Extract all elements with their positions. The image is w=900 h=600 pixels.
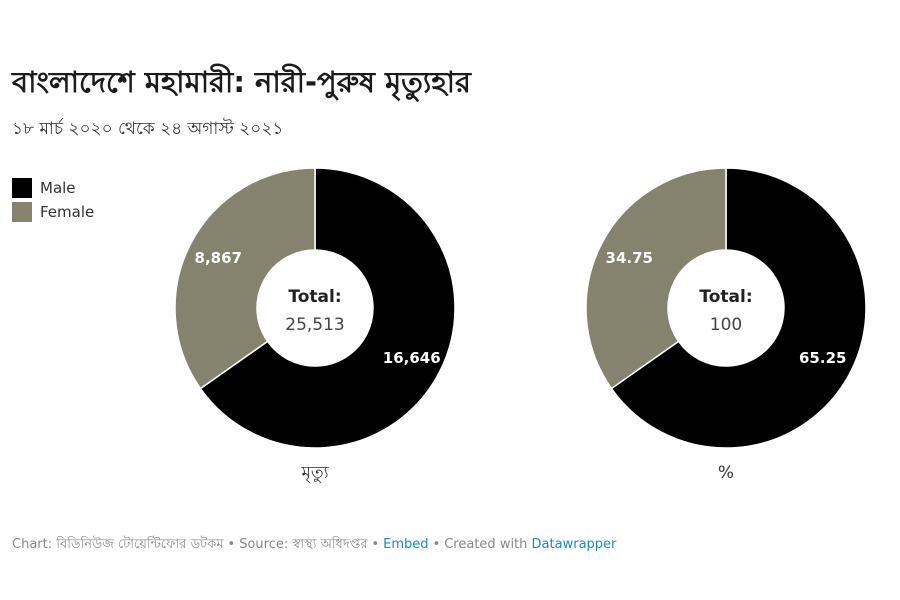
donut-center-title: Total: xyxy=(288,287,341,307)
donut-center-value: 25,513 xyxy=(285,315,344,335)
donut-slice-female xyxy=(585,167,727,390)
legend: Male Female xyxy=(12,176,94,224)
legend-item-male: Male xyxy=(12,176,94,200)
footer-source: Source: স্বাস্থ্য অধিদপ্তর xyxy=(239,537,368,552)
footer-chart-credit: Chart: বিডিনিউজ টোয়েন্টিফোর ডটকম xyxy=(12,537,224,552)
datawrapper-link[interactable]: Datawrapper xyxy=(531,537,617,552)
chart-title: বাংলাদেশে মহামারী: নারী-পুরুষ মৃত্যুহার xyxy=(12,65,471,99)
footer-separator: • xyxy=(432,537,441,552)
donut-slice-male xyxy=(199,167,456,449)
donut-center-value: 100 xyxy=(710,315,742,335)
donut-center-title: Total: xyxy=(699,287,752,307)
legend-swatch-male xyxy=(12,178,32,198)
embed-link[interactable]: Embed xyxy=(383,537,429,552)
footer-created-with: Created with xyxy=(444,537,528,552)
chart-label: মৃত্যু xyxy=(300,463,329,483)
footer-separator: • xyxy=(371,537,380,552)
donut-slice-female xyxy=(174,167,316,390)
legend-label-female: Female xyxy=(40,203,95,221)
footer: Chart: বিডিনিউজ টোয়েন্টিফোর ডটকম • Source… xyxy=(12,535,616,556)
legend-item-female: Female xyxy=(12,200,94,224)
chart-label: % xyxy=(718,463,734,483)
legend-swatch-female xyxy=(12,202,32,222)
footer-separator: • xyxy=(227,537,236,552)
donut-value-label-male: 65.25 xyxy=(799,349,846,367)
donut-value-label-female: 8,867 xyxy=(195,249,242,267)
legend-label-male: Male xyxy=(40,179,76,197)
donut-slice-male xyxy=(610,167,867,449)
donut-value-label-female: 34.75 xyxy=(606,249,653,267)
donut-value-label-male: 16,646 xyxy=(383,349,441,367)
chart-subtitle: ১৮ মার্চ ২০২০ থেকে ২৪ অগাস্ট ২০২১ xyxy=(12,119,284,139)
